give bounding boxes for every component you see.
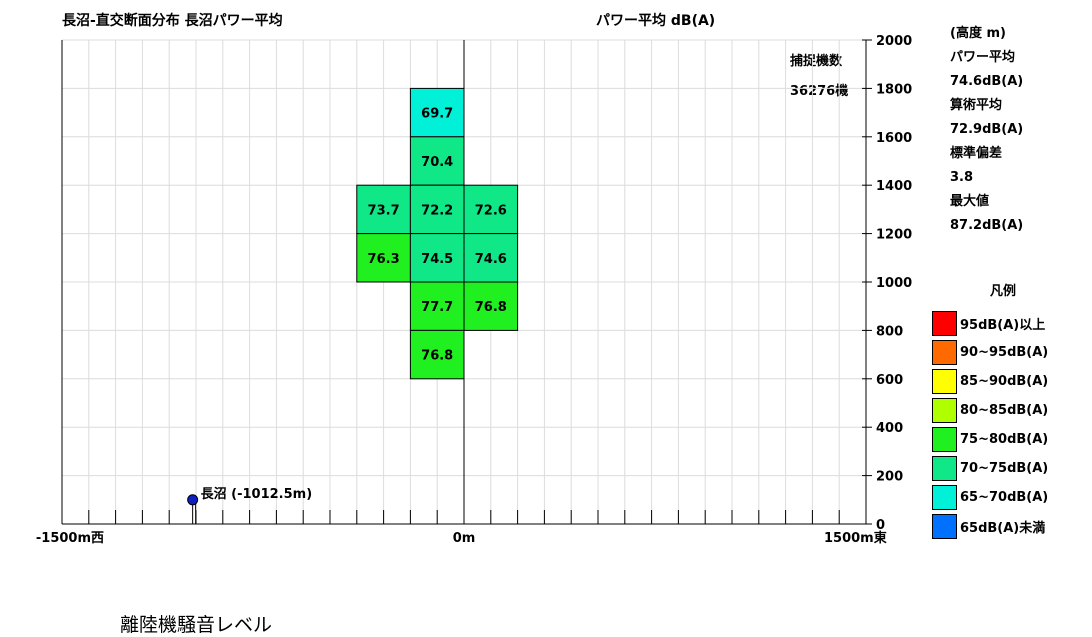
x-tick-label: 1500m東 (824, 530, 887, 546)
y-tick-label: 400 (876, 421, 903, 436)
y-tick-label: 800 (876, 324, 903, 339)
y-tick-label: 200 (876, 470, 903, 485)
y-tick-label: 1600 (876, 131, 912, 146)
legend-swatch (932, 368, 957, 394)
legend-item: 65dB(A)未満 (932, 512, 1045, 540)
cell-value-label: 74.5 (421, 252, 453, 267)
max-value: 87.2dB(A) (950, 218, 1024, 233)
heatmap-cell (409, 233, 465, 283)
cell-value-label: 70.4 (421, 155, 453, 170)
cell-value-label: 72.2 (421, 203, 453, 218)
heatmap-cell (409, 87, 465, 138)
legend-item: 90~95dB(A) (932, 338, 1048, 366)
legend-label: 65dB(A)未満 (960, 520, 1046, 536)
legend-label: 75~80dB(A) (960, 431, 1049, 447)
heatmap-cell (409, 329, 465, 380)
x-tick-label: -1500m西 (36, 531, 104, 546)
legend-swatch (932, 484, 957, 510)
legend-label: 90~95dB(A) (960, 344, 1049, 360)
y-tick-label: 1000 (876, 276, 912, 291)
y-tick-label: 600 (876, 373, 903, 388)
heatmap-cell (356, 233, 411, 283)
y-tick-label: 2000 (876, 34, 912, 49)
heatmap-cell (463, 281, 519, 331)
legend-swatch (932, 455, 957, 481)
x-tick-label: 0m (453, 531, 476, 546)
max-label: 最大値 (950, 194, 990, 209)
heatmap-cell (409, 136, 465, 186)
cell-value-label: 76.3 (368, 252, 400, 267)
std-value: 3.8 (950, 170, 974, 185)
legend-item: 65~70dB(A) (932, 483, 1048, 511)
y-tick-label: 0 (876, 518, 885, 533)
legend-item: 70~75dB(A) (932, 454, 1048, 482)
station-label: 長沼 (-1012.5m) (201, 487, 313, 502)
legend-label: 70~75dB(A) (960, 460, 1049, 476)
legend-swatch (932, 310, 957, 336)
cell-value-label: 74.6 (475, 252, 507, 267)
legend-title: 凡例 (990, 284, 1017, 299)
power-avg-value: 74.6dB(A) (950, 74, 1024, 89)
arith-avg-value: 72.9dB(A) (950, 122, 1024, 137)
legend-swatch (932, 426, 957, 452)
y-tick-label: 1800 (876, 82, 912, 97)
legend-swatch (932, 397, 957, 423)
legend-swatch (932, 339, 957, 365)
cell-value-label: 77.7 (421, 300, 453, 315)
legend-item: 75~80dB(A) (932, 425, 1048, 453)
legend-label: 65~70dB(A) (960, 489, 1049, 505)
station-marker-icon (187, 494, 199, 506)
legend-label: 80~85dB(A) (960, 402, 1049, 418)
stats-panel: (高度 m) パワー平均 74.6dB(A) 算術平均 72.9dB(A) 標準… (950, 22, 1023, 238)
y-tick-label: 1400 (876, 179, 912, 194)
heatmap-cell (463, 184, 519, 235)
cell-value-label: 69.7 (421, 107, 453, 122)
caption: 離陸機騒音レベル (120, 614, 273, 636)
arith-avg-label: 算術平均 (950, 98, 1003, 113)
capture-label: 捕捉機数 (790, 54, 843, 69)
cell-value-label: 73.7 (368, 203, 400, 218)
legend-label: 85~90dB(A) (960, 373, 1049, 389)
legend-label: 95dB(A)以上 (960, 317, 1046, 333)
power-avg-label: パワー平均 (950, 50, 1016, 65)
cell-value-label: 76.8 (475, 300, 507, 315)
chart-title: 長沼-直交断面分布 長沼パワー平均 (62, 13, 283, 29)
y-tick-label: 1200 (876, 228, 912, 243)
metric-title: パワー平均 dB(A) (596, 13, 716, 29)
std-label: 標準偏差 (950, 146, 1003, 161)
cell-value-label: 76.8 (421, 349, 453, 364)
legend-item: 95dB(A)以上 (932, 309, 1045, 337)
legend-swatch (932, 513, 957, 539)
heatmap-cell (356, 184, 411, 235)
legend-item: 85~90dB(A) (932, 367, 1048, 395)
legend-item: 80~85dB(A) (932, 396, 1048, 424)
heatmap-cell (463, 233, 519, 283)
capture-count: 36276機 (790, 84, 849, 99)
height-unit-label: (高度 m) (950, 26, 1006, 41)
cell-value-label: 72.6 (475, 203, 507, 218)
heatmap-cell (409, 184, 465, 235)
